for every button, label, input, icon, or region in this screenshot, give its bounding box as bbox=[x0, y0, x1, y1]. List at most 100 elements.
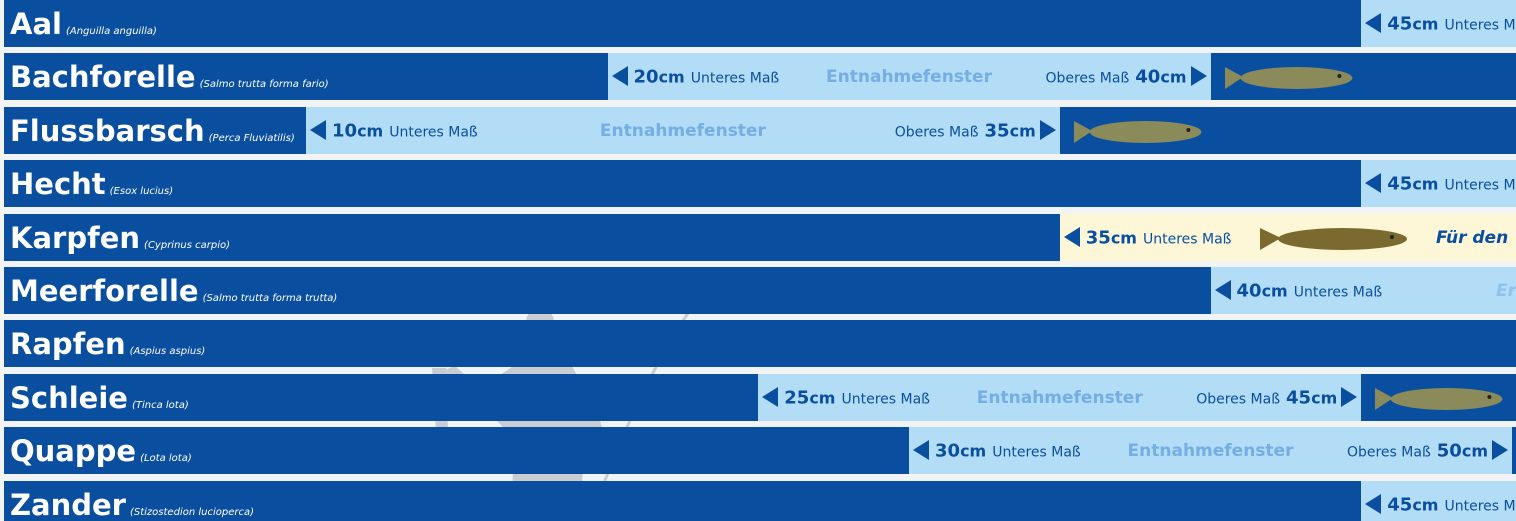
upper-unit: cm bbox=[1311, 388, 1337, 407]
window-label: Entnahmefenster bbox=[826, 67, 992, 87]
lower-value: 45 bbox=[1387, 13, 1412, 34]
species-name: Bachforelle(Salmo trutta forma fario) bbox=[10, 60, 329, 94]
upper-unit: cm bbox=[1160, 67, 1186, 86]
arrow bbox=[1064, 227, 1080, 247]
upper-value: 50 bbox=[1437, 440, 1462, 461]
note: Für den bbox=[1436, 228, 1508, 248]
latin-name: (Cyprinus carpio) bbox=[144, 240, 230, 251]
lower-limit: 45cm Unteres Maß bbox=[1387, 494, 1516, 515]
lower-label: Unteres Maß bbox=[1444, 498, 1516, 514]
upper-value: 45 bbox=[1286, 387, 1311, 408]
lower-value: 30 bbox=[935, 440, 960, 461]
upper-value: 40 bbox=[1135, 66, 1160, 87]
latin-name: (Esox lucius) bbox=[110, 186, 174, 197]
latin-name: (Aspius aspius) bbox=[130, 346, 206, 357]
upper-label: Oberes Maß bbox=[1196, 391, 1280, 407]
species-name: Quappe(Lota lota) bbox=[10, 434, 192, 468]
lower-label: Unteres Maß bbox=[841, 391, 930, 407]
arrow bbox=[762, 387, 778, 407]
window-label: Entnahmefenster bbox=[600, 121, 766, 141]
lower-unit: cm bbox=[1412, 14, 1438, 33]
lower-value: 20 bbox=[634, 66, 659, 87]
lower-unit: cm bbox=[1412, 495, 1438, 514]
lower-unit: cm bbox=[960, 441, 986, 460]
arrow bbox=[1341, 387, 1357, 407]
species-name: Rapfen(Aspius aspius) bbox=[10, 327, 205, 361]
species-name: Schleie(Tinca lota) bbox=[10, 381, 189, 415]
latin-name: (Tinca lota) bbox=[132, 400, 189, 411]
lower-unit: cm bbox=[1262, 281, 1288, 300]
latin-name: (Lota lota) bbox=[140, 453, 192, 464]
lower-limit: 20cm Unteres Maß bbox=[634, 66, 780, 87]
arrow bbox=[1365, 494, 1381, 514]
lower-value: 45 bbox=[1387, 173, 1412, 194]
lower-value: 10 bbox=[332, 120, 357, 141]
arrow bbox=[1215, 280, 1231, 300]
upper-label: Oberes Maß bbox=[1347, 444, 1431, 460]
lower-unit: cm bbox=[809, 388, 835, 407]
species-name: Flussbarsch(Perca Fluviatilis) bbox=[10, 114, 295, 148]
lower-label: Unteres Maß bbox=[389, 124, 478, 140]
lower-unit: cm bbox=[357, 121, 383, 140]
upper-unit: cm bbox=[1462, 441, 1488, 460]
lower-label: Unteres Maß bbox=[691, 70, 780, 86]
lower-label: Unteres Maß bbox=[992, 444, 1081, 460]
species-name: Hecht(Esox lucius) bbox=[10, 167, 173, 201]
fish-image bbox=[1375, 378, 1505, 418]
upper-unit: cm bbox=[1010, 121, 1036, 140]
infographic: Aal(Anguilla anguilla)45cmUnteres MaßBac… bbox=[0, 0, 1516, 521]
upper-label: Oberes Maß bbox=[1045, 70, 1129, 86]
lower-value: 45 bbox=[1387, 494, 1412, 515]
lower-unit: cm bbox=[1111, 228, 1137, 247]
arrow bbox=[1492, 440, 1508, 460]
species-name: Zander(Stizostedion lucioperca) bbox=[10, 488, 254, 521]
latin-name: (Salmo trutta forma trutta) bbox=[203, 293, 338, 304]
arrow bbox=[612, 66, 628, 86]
species-name: Meerforelle(Salmo trutta forma trutta) bbox=[10, 274, 337, 308]
arrow bbox=[310, 120, 326, 140]
latin-name: (Salmo trutta forma fario) bbox=[200, 79, 329, 90]
fish-image bbox=[1074, 111, 1204, 151]
lower-value: 25 bbox=[784, 387, 809, 408]
lower-value: 35 bbox=[1086, 227, 1111, 248]
lower-limit: 45cm Unteres Maß bbox=[1387, 13, 1516, 34]
lower-label: Unteres Maß bbox=[1444, 177, 1516, 193]
arrow bbox=[1040, 120, 1056, 140]
arrow bbox=[913, 440, 929, 460]
latin-name: (Stizostedion lucioperca) bbox=[130, 507, 254, 518]
window-label: Entnahmefenster bbox=[977, 388, 1143, 408]
arrow bbox=[1191, 66, 1207, 86]
species-name: Karpfen(Cyprinus carpio) bbox=[10, 221, 230, 255]
species-name: Aal(Anguilla anguilla) bbox=[10, 7, 157, 41]
species-row: Rapfen(Aspius aspius) bbox=[4, 320, 1516, 367]
lower-unit: cm bbox=[659, 67, 685, 86]
species-row: Meerforelle(Salmo trutta forma trutta) 40… bbox=[4, 267, 1516, 314]
lower-unit: cm bbox=[1412, 174, 1438, 193]
lower-label: Unteres Maß bbox=[1143, 231, 1232, 247]
upper-value: 35 bbox=[985, 120, 1010, 141]
lower-label: Unteres Maß bbox=[1444, 17, 1516, 33]
lower-value: 40 bbox=[1237, 280, 1262, 301]
fish-image bbox=[1260, 218, 1410, 258]
window-label: Entnahmefenster bbox=[1128, 441, 1294, 461]
arrow bbox=[1365, 173, 1381, 193]
latin-name: (Perca Fluviatilis) bbox=[209, 133, 295, 144]
